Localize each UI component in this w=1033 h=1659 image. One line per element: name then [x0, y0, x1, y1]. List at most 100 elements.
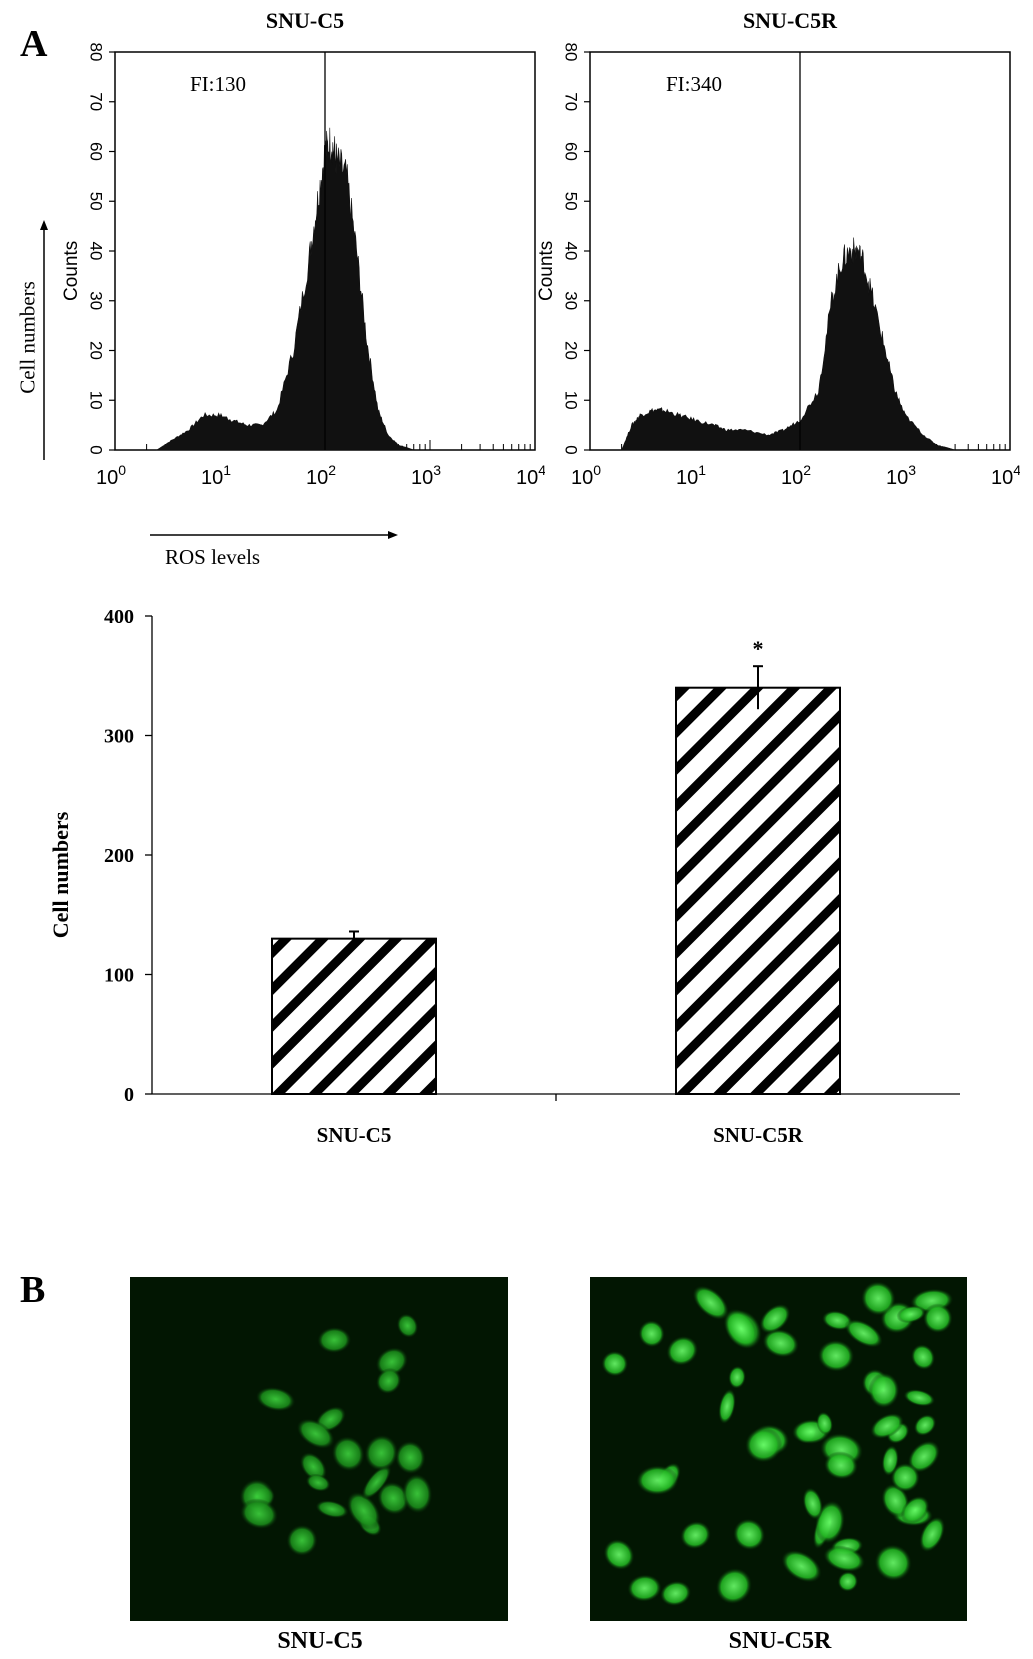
- hist-title-snu-c5: SNU-C5: [265, 8, 345, 33]
- y-annotation-arrow: [40, 220, 48, 460]
- cell: [728, 1365, 746, 1389]
- y-tick-label: 400: [104, 606, 134, 628]
- cell: [817, 1339, 855, 1372]
- cell: [874, 1544, 912, 1582]
- y-tick-label: 30: [562, 291, 581, 310]
- cell: [759, 1303, 791, 1334]
- y-tick-label: 80: [87, 43, 106, 62]
- y-tick-label: 70: [562, 92, 581, 111]
- cell: [396, 1313, 419, 1338]
- cell: [900, 1495, 930, 1525]
- cell: [844, 1319, 883, 1348]
- cell: [659, 1580, 692, 1607]
- x-annotation: [150, 525, 400, 545]
- cell: [823, 1545, 866, 1573]
- cell: [881, 1445, 899, 1477]
- cell: [603, 1538, 635, 1571]
- y-tick-label: 40: [87, 242, 106, 261]
- bar-chart: 0 100 200 300 400 Cell numbers SNU-C5 SNU-C5R *: [48, 606, 960, 1147]
- x-tick-label: 102: [306, 462, 336, 489]
- cell: [781, 1549, 822, 1583]
- cell: [364, 1434, 399, 1472]
- y-axis-label: Cell numbers: [48, 811, 73, 938]
- cell: [868, 1372, 900, 1409]
- cell: [317, 1326, 352, 1354]
- cell: [680, 1520, 711, 1550]
- y-tick-label: 60: [562, 142, 581, 161]
- cell: [375, 1347, 409, 1377]
- y-tick-label: 10: [87, 391, 106, 410]
- histogram-snu-c5r: 0 10 20 30 40 50 60 70 80 Counts 100 101 102 103 104: [536, 43, 1020, 489]
- fi-label-snu-c5: FI:130: [190, 72, 247, 96]
- cell: [299, 1452, 327, 1482]
- y-tick-label: 20: [87, 341, 106, 360]
- cell: [823, 1451, 859, 1480]
- histogram-area: [155, 127, 414, 451]
- y-tick-label: 50: [562, 192, 581, 211]
- cell: [870, 1413, 904, 1439]
- cell: [718, 1388, 736, 1425]
- y-tick-label: 0: [87, 445, 106, 454]
- cell: [890, 1462, 920, 1493]
- cell: [860, 1281, 896, 1316]
- x-tick-label: 101: [676, 462, 706, 489]
- image-caption-snu-c5r: SNU-C5R: [728, 1628, 832, 1654]
- cell: [286, 1524, 318, 1557]
- y-tick-label: 70: [87, 92, 106, 111]
- x-tick-label: 104: [991, 462, 1020, 489]
- cell: [922, 1303, 953, 1334]
- y-tick-label: 40: [562, 242, 581, 261]
- bar: [675, 686, 841, 1095]
- y-annotation: [14, 220, 54, 470]
- cell: [331, 1436, 365, 1472]
- significance-marker: *: [753, 636, 764, 661]
- cell: [715, 1567, 753, 1605]
- cell: [627, 1574, 662, 1602]
- cell: [907, 1440, 941, 1473]
- cell: [315, 1500, 349, 1519]
- x-tick-label: 100: [96, 462, 126, 489]
- x-tick-label: 104: [516, 462, 545, 489]
- cell: [919, 1516, 946, 1553]
- cell: [896, 1305, 927, 1324]
- cell: [666, 1335, 699, 1366]
- cell: [305, 1473, 331, 1492]
- cell: [638, 1320, 665, 1348]
- image-caption-snu-c5: SNU-C5: [277, 1628, 363, 1654]
- fi-label-snu-c5r: FI:340: [666, 72, 723, 96]
- x-tick-label: SNU-C5R: [713, 1123, 804, 1147]
- y-tick-label: 0: [124, 1084, 134, 1106]
- x-annotation-label: ROS levels: [165, 545, 261, 569]
- cell: [255, 1386, 296, 1412]
- cell: [296, 1418, 335, 1449]
- cell: [346, 1491, 381, 1531]
- y-tick-label: 50: [87, 192, 106, 211]
- panel-b-letter: B: [20, 1269, 46, 1311]
- x-tick-label: 100: [571, 462, 601, 489]
- y-tick-label: 60: [87, 142, 106, 161]
- y-tick-label: 300: [104, 726, 134, 748]
- cell: [692, 1285, 730, 1321]
- cell: [837, 1571, 859, 1592]
- hist-title-snu-c5r: SNU-C5R: [742, 8, 838, 33]
- cell: [816, 1411, 834, 1436]
- fluorescence-image-snu-c5: [130, 1277, 508, 1621]
- cell: [394, 1440, 426, 1475]
- cell: [402, 1473, 433, 1514]
- image-background: [130, 1277, 508, 1621]
- cell: [733, 1518, 766, 1551]
- histogram-area: [621, 237, 956, 451]
- cell: [601, 1350, 629, 1377]
- panel-a-letter: A: [20, 23, 48, 65]
- cell: [913, 1414, 937, 1437]
- x-tick-label: 103: [886, 462, 916, 489]
- y-tick-label: 100: [104, 965, 134, 987]
- cell: [377, 1481, 410, 1516]
- cell: [375, 1367, 402, 1395]
- y-axis-label: Counts: [61, 241, 82, 301]
- bar: [271, 937, 437, 1095]
- cell: [802, 1487, 824, 1520]
- cell: [903, 1389, 936, 1407]
- y-annotation-label: Cell numbers: [15, 281, 40, 394]
- x-annotation-arrow: [150, 531, 398, 539]
